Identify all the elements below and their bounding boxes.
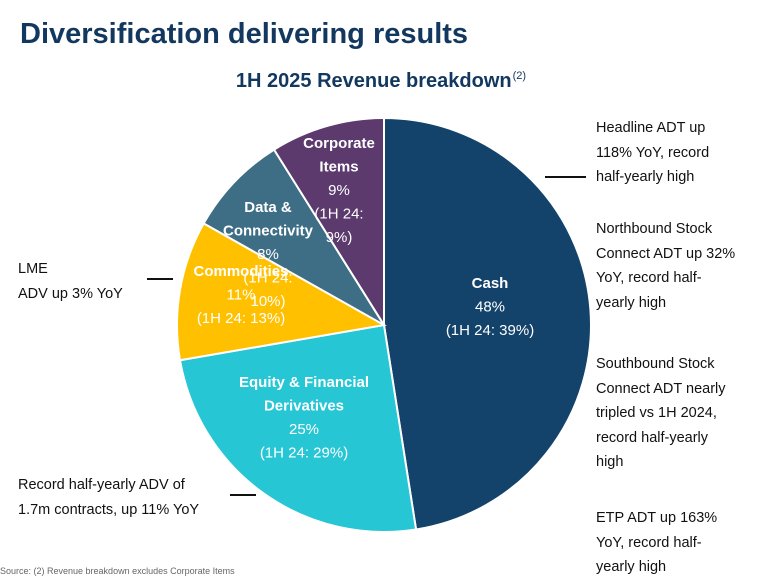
note-line-text: half-yearly high: [596, 169, 695, 185]
slice-name-text: Commodities: [193, 263, 288, 280]
slice-name-text: Equity & Financial: [239, 374, 369, 391]
chart-title: 1H 2025 Revenue breakdown(2): [0, 70, 762, 93]
footnote: Source: (2) Revenue breakdown excludes C…: [0, 566, 235, 576]
slice-name-text: Data &: [244, 199, 292, 216]
slice-value-text: 9%): [326, 229, 353, 246]
slice-name-text: Items: [319, 159, 358, 176]
chart-title-text: 1H 2025 Revenue breakdown: [235, 70, 512, 92]
note-northbound: Northbound Stock Connect ADT up 32% YoY,…: [596, 217, 735, 315]
note-line-text: yearly high: [596, 294, 667, 311]
pie-slice-equity-and-financial-derivatives: [178, 323, 418, 533]
pie-slice-commodities: [175, 221, 387, 362]
note-line-text: Connect ADT nearly: [596, 380, 726, 397]
slice-name-text: Connectivity: [223, 223, 314, 240]
note-line-text: Southbound Stock: [596, 356, 715, 372]
note-line-text: YoY, record half-: [596, 270, 702, 286]
slice-value-text: 11%: [227, 287, 256, 304]
note-line-text: Record half-yearly ADV of: [18, 477, 185, 493]
pie-slice-data-and-connectivity: [202, 148, 385, 326]
slice-label-cash: Cash 48% (1H 24: 39%): [446, 275, 534, 339]
slice-label-corporate-items: Corporate Items 9% (1H 24: 9%): [303, 135, 375, 246]
note-line-text: ADV up 3% YoY: [18, 285, 123, 302]
note-headline-adt: Headline ADT up 118% YoY, record half-ye…: [596, 116, 709, 190]
connector-line-lme: [147, 278, 173, 280]
note-line-text: record half-yearly: [596, 429, 709, 446]
slice-value-text: (1H 24: 13%): [197, 310, 285, 327]
note-line-text: tripled vs 1H 2024,: [596, 405, 717, 421]
slice-value-text: (1H 24: 29%): [260, 445, 348, 462]
connector-line-record-adv: [230, 494, 256, 496]
pie-slice-corporate-items: [272, 116, 385, 329]
slice-value-text: 9%: [328, 182, 350, 199]
note-line-text: ETP ADT up 163%: [596, 510, 718, 526]
slice-value-text: 48%: [475, 299, 505, 316]
note-line-text: Connect ADT up 32%: [596, 245, 736, 262]
slice-value-text: (1H 24:: [243, 270, 292, 287]
note-line-text: 118% YoY, record: [596, 144, 710, 161]
slice-label-data-and-connectivity: Data & Connectivity 8% (1H 24: 10%): [223, 199, 314, 310]
slice-value-text: 8%: [257, 246, 279, 263]
note-line-text: Northbound Stock: [596, 221, 713, 237]
note-lme: LME ADV up 3% YoY: [18, 257, 123, 306]
slice-value-text: (1H 24:: [314, 206, 363, 223]
note-line-text: 1.7m contracts, up 11% YoY: [18, 501, 200, 518]
slice-value-text: 10%): [250, 293, 285, 310]
connector-line-headline: [545, 176, 586, 178]
note-line-text: Headline ADT up: [596, 120, 706, 136]
slice-label-equity-and-financial-derivatives: Equity & Financial Derivatives 25% (1H 24: …: [239, 374, 369, 462]
note-record-adv: Record half-yearly ADV of 1.7m contracts…: [18, 473, 199, 522]
slice-label-commodities: Commodities 11% (1H 24: 13%): [193, 263, 288, 327]
chart-title-footnote: (2): [512, 70, 527, 82]
slice-value-text: 25%: [289, 421, 319, 438]
slice-name-text: Derivatives: [264, 398, 344, 415]
note-southbound: Southbound Stock Connect ADT nearly trip…: [596, 352, 726, 475]
slice-value-text: (1H 24: 39%): [446, 322, 534, 339]
slice-name-text: Corporate: [303, 135, 375, 152]
note-line-text: LME: [18, 261, 48, 277]
note-line-text: high: [596, 454, 624, 470]
pie-slice-cash: [383, 116, 592, 531]
note-line-text: YoY, record half-: [596, 534, 702, 551]
note-etp: ETP ADT up 163% YoY, record half- yearly…: [596, 506, 717, 580]
slice-name-text: Cash: [472, 275, 509, 292]
note-line-text: yearly high: [596, 559, 667, 575]
page-title: Diversification delivering results: [20, 18, 469, 50]
